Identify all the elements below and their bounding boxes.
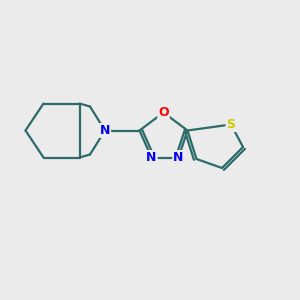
Text: S: S [226,118,236,131]
Text: N: N [146,151,157,164]
Text: N: N [100,124,110,137]
Text: N: N [173,151,184,164]
Text: O: O [158,106,169,119]
